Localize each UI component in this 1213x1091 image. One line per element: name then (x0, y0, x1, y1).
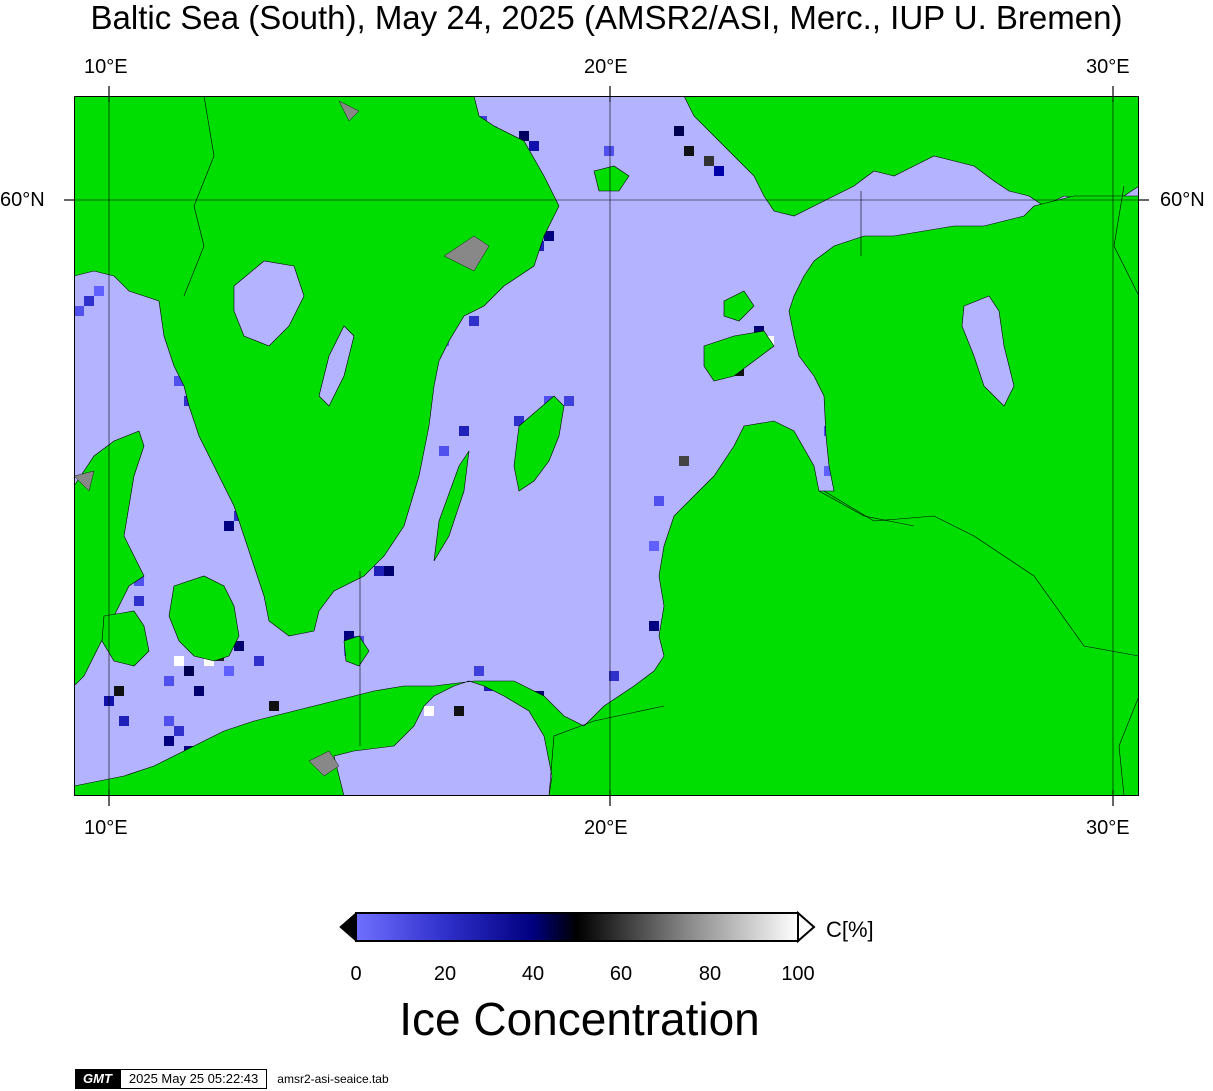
land-oland (433, 450, 470, 562)
colorbar-tick-40: 40 (521, 963, 545, 985)
colorbar-tick-60: 60 (609, 963, 633, 985)
colorbar (339, 910, 816, 944)
lon-tick-bottom-20e: 20°E (584, 817, 628, 839)
land-bornholm (343, 635, 370, 667)
colorbar-tick-20: 20 (433, 963, 457, 985)
colorbar-overflow-triangle (797, 910, 816, 944)
land-hiiumaa (723, 290, 755, 322)
map-title: Baltic Sea (South), May 24, 2025 (AMSR2/… (90, 0, 1123, 36)
colorbar-underflow-triangle (339, 911, 357, 943)
source-filename: amsr2-asi-seaice.tab (277, 1072, 389, 1086)
graticule (74, 96, 1139, 796)
colorbar-title: Ice Concentration (399, 993, 760, 1045)
lakes (233, 260, 1015, 407)
land-scandinavia (74, 96, 560, 637)
colorbar-tick-80: 80 (698, 963, 722, 985)
lon-tick-bottom-10e: 10°E (84, 817, 128, 839)
edge-ticks (108, 96, 1114, 796)
lat-tick-right-60n: 60°N (1160, 189, 1205, 211)
lon-tick-top-10e: 10°E (84, 56, 128, 78)
land-zealand (168, 575, 240, 662)
footer: GMT 2025 May 25 05:22:43 amsr2-asi-seaic… (75, 1069, 389, 1089)
colorbar-tick-0: 0 (350, 963, 362, 985)
lake-vattern (318, 325, 355, 407)
colorbar-unit-label: C[%] (826, 917, 874, 942)
lon-tick-top-30e: 30°E (1086, 56, 1130, 78)
land-baltic-states (74, 195, 1139, 796)
lake-peipus (961, 295, 1015, 407)
lon-tick-bottom-30e: 30°E (1086, 817, 1130, 839)
gmt-logo: GMT (75, 1069, 120, 1089)
map-canvas (74, 96, 1139, 796)
lat-tick-left-60n: 60°N (0, 189, 45, 211)
land-funen (101, 610, 150, 667)
land-saaremaa (703, 330, 775, 382)
lon-tick-top-20e: 20°E (584, 56, 628, 78)
country-borders (183, 96, 1139, 796)
no-data-patches (74, 100, 490, 777)
colorbar-gradient (355, 912, 799, 942)
colorbar-tick-100: 100 (781, 963, 815, 985)
lake-vanern (233, 260, 305, 347)
map-frame (74, 96, 1139, 796)
land-gotland (513, 395, 565, 492)
land-aland (593, 165, 630, 192)
map-border (74, 96, 1139, 796)
timestamp: 2025 May 25 05:22:43 (119, 1069, 268, 1089)
